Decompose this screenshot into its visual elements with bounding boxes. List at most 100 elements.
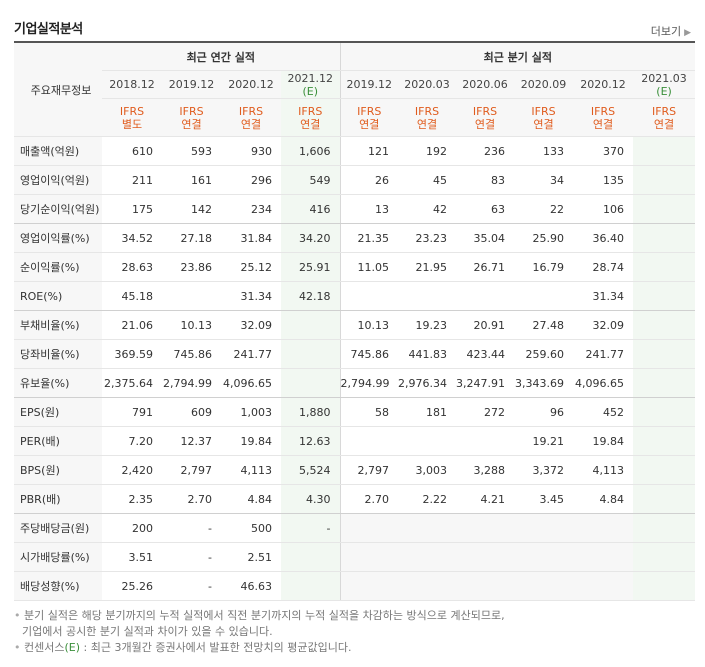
row-label: 주당배당금(원) [14,513,102,543]
annual-value-cell: 28.63 [102,252,162,282]
annual-value-cell: 21.06 [102,310,162,340]
annual-value-cell: 234 [221,194,281,224]
type-basis: 연결 [359,117,380,131]
row-label: PER(배) [14,426,102,456]
type-basis: 연결 [653,117,675,131]
annual-type-header: IFRS 연결 [281,98,341,137]
quarter-value-cell: 3,372 [514,455,574,485]
footnote-1-cont: 기업에서 공시한 분기 실적과 차이가 있을 수 있습니다. [22,625,273,638]
annual-value-cell: 2,797 [162,455,221,485]
annual-value-cell [281,310,341,340]
quarter-value-cell [339,281,399,311]
annual-value-cell: 5,524 [281,455,341,485]
annual-value-cell: 930 [221,136,281,166]
annual-value-cell: 25.91 [281,252,341,282]
annual-value-cell: 45.18 [102,281,162,311]
table-row: PER(배) 7.20 12.37 19.84 12.63 19.21 19.84 [14,426,696,456]
quarter-value-cell: 4,113 [573,455,634,485]
quarter-value-cell [633,339,696,369]
type-standard: IFRS [298,104,323,118]
annual-period-header: 2019.12 [162,70,221,99]
annual-period-header: 2021.12 (E) [281,70,341,99]
quarter-value-cell: 106 [573,194,634,224]
quarter-value-cell: 4.21 [456,484,515,514]
footnotes: • 분기 실적은 해당 분기까지의 누적 실적에서 직전 분기까지의 누적 실적… [14,608,505,656]
quarter-value-cell: 452 [573,397,634,427]
quarter-value-cell [339,426,399,456]
section-title: 기업실적분석 [14,22,83,37]
quarter-value-cell: 21.35 [339,223,399,253]
quarter-value-cell [398,542,457,572]
row-label: PBR(배) [14,484,102,514]
row-label: 영업이익(억원) [14,165,102,195]
quarter-value-cell [633,484,696,514]
annual-value-cell: 25.12 [221,252,281,282]
type-standard: IFRS [651,104,677,118]
quarter-value-cell: 441.83 [398,339,457,369]
row-label: EPS(원) [14,397,102,427]
footnote-2: • 컨센서스(E) : 최근 3개월간 증권사에서 발표한 전망치의 평균값입니… [14,641,352,654]
quarter-value-cell: 21.95 [398,252,457,282]
more-link[interactable]: 더보기 ▶ [651,23,691,39]
quarter-value-cell [633,136,696,166]
row-label: 영업이익률(%) [14,223,102,253]
type-basis: 연결 [592,117,614,131]
quarter-value-cell [398,281,457,311]
annual-value-cell: 2,375.64 [102,368,162,398]
quarter-value-cell: 2,794.99 [339,368,399,398]
annual-value-cell: - [162,513,221,543]
quarter-value-cell: 19.23 [398,310,457,340]
annual-value-cell [281,571,341,601]
period-text: 2021.12 [287,71,334,85]
quarter-value-cell: 259.60 [514,339,574,369]
quarter-value-cell: 745.86 [339,339,399,369]
annual-value-cell: 31.84 [221,223,281,253]
quarter-period-header: 2019.12 [339,70,399,99]
quarter-value-cell: 2.22 [398,484,457,514]
quarter-value-cell: 236 [456,136,515,166]
quarter-value-cell [339,571,399,601]
quarter-value-cell: 28.74 [573,252,634,282]
row-label: 순이익률(%) [14,252,102,282]
annual-value-cell: 46.63 [221,571,281,601]
annual-value-cell [281,368,341,398]
quarter-value-cell [339,513,399,543]
more-label: 더보기 [650,25,682,38]
annual-value-cell: 25.26 [102,571,162,601]
quarter-type-header: IFRS 연결 [514,98,574,137]
quarter-value-cell: 34 [514,165,574,195]
type-standard: IFRS [531,104,556,118]
table-row: PBR(배) 2.35 2.70 4.84 4.30 2.70 2.22 4.21 3.45 4.… [14,484,696,514]
annual-value-cell: 42.18 [281,281,341,311]
quarter-value-cell [633,397,696,427]
type-basis: 연결 [240,117,262,131]
quarter-value-cell [633,281,696,311]
quarter-value-cell [633,542,696,572]
annual-value-cell: 32.09 [221,310,281,340]
quarter-value-cell: 2,976.34 [398,368,457,398]
quarter-value-cell [573,571,634,601]
quarter-value-cell: 133 [514,136,574,166]
quarter-period-header: 2020.06 [456,70,515,99]
quarter-value-cell [633,571,696,601]
table-row: 당기순이익(억원) 175 142 234 416 13 42 63 22 106 [14,194,696,224]
quarter-value-cell [633,223,696,253]
quarter-type-header: IFRS 연결 [633,98,696,137]
annual-value-cell: 549 [281,165,341,195]
quarter-value-cell [514,513,574,543]
annual-value-cell: 34.52 [102,223,162,253]
type-standard: IFRS [414,104,440,118]
annual-value-cell: 610 [102,136,162,166]
annual-value-cell: 12.63 [281,426,341,456]
annual-value-cell: 23.86 [162,252,221,282]
annual-value-cell: 2.70 [162,484,221,514]
annual-group-header: 최근 연간 실적 [102,43,341,71]
table-row: ROE(%) 45.18 31.34 42.18 31.34 [14,281,696,311]
table-row: 당좌비율(%) 369.59 745.86 241.77 745.86 441.83 423… [14,339,696,369]
row-label: 부채비율(%) [14,310,102,340]
quarter-value-cell: 121 [339,136,399,166]
quarter-value-cell [633,252,696,282]
annual-value-cell: 2,794.99 [162,368,221,398]
table-row: 시가배당률(%) 3.51-2.51 [14,542,696,572]
estimate-mark: (E) [302,84,319,98]
